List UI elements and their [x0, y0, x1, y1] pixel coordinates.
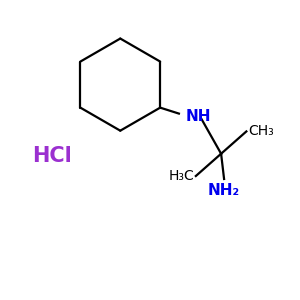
- Text: H₃C: H₃C: [169, 169, 194, 183]
- Text: HCl: HCl: [32, 146, 72, 166]
- Text: NH: NH: [185, 109, 211, 124]
- Text: CH₃: CH₃: [248, 124, 274, 138]
- Text: NH₂: NH₂: [208, 183, 240, 198]
